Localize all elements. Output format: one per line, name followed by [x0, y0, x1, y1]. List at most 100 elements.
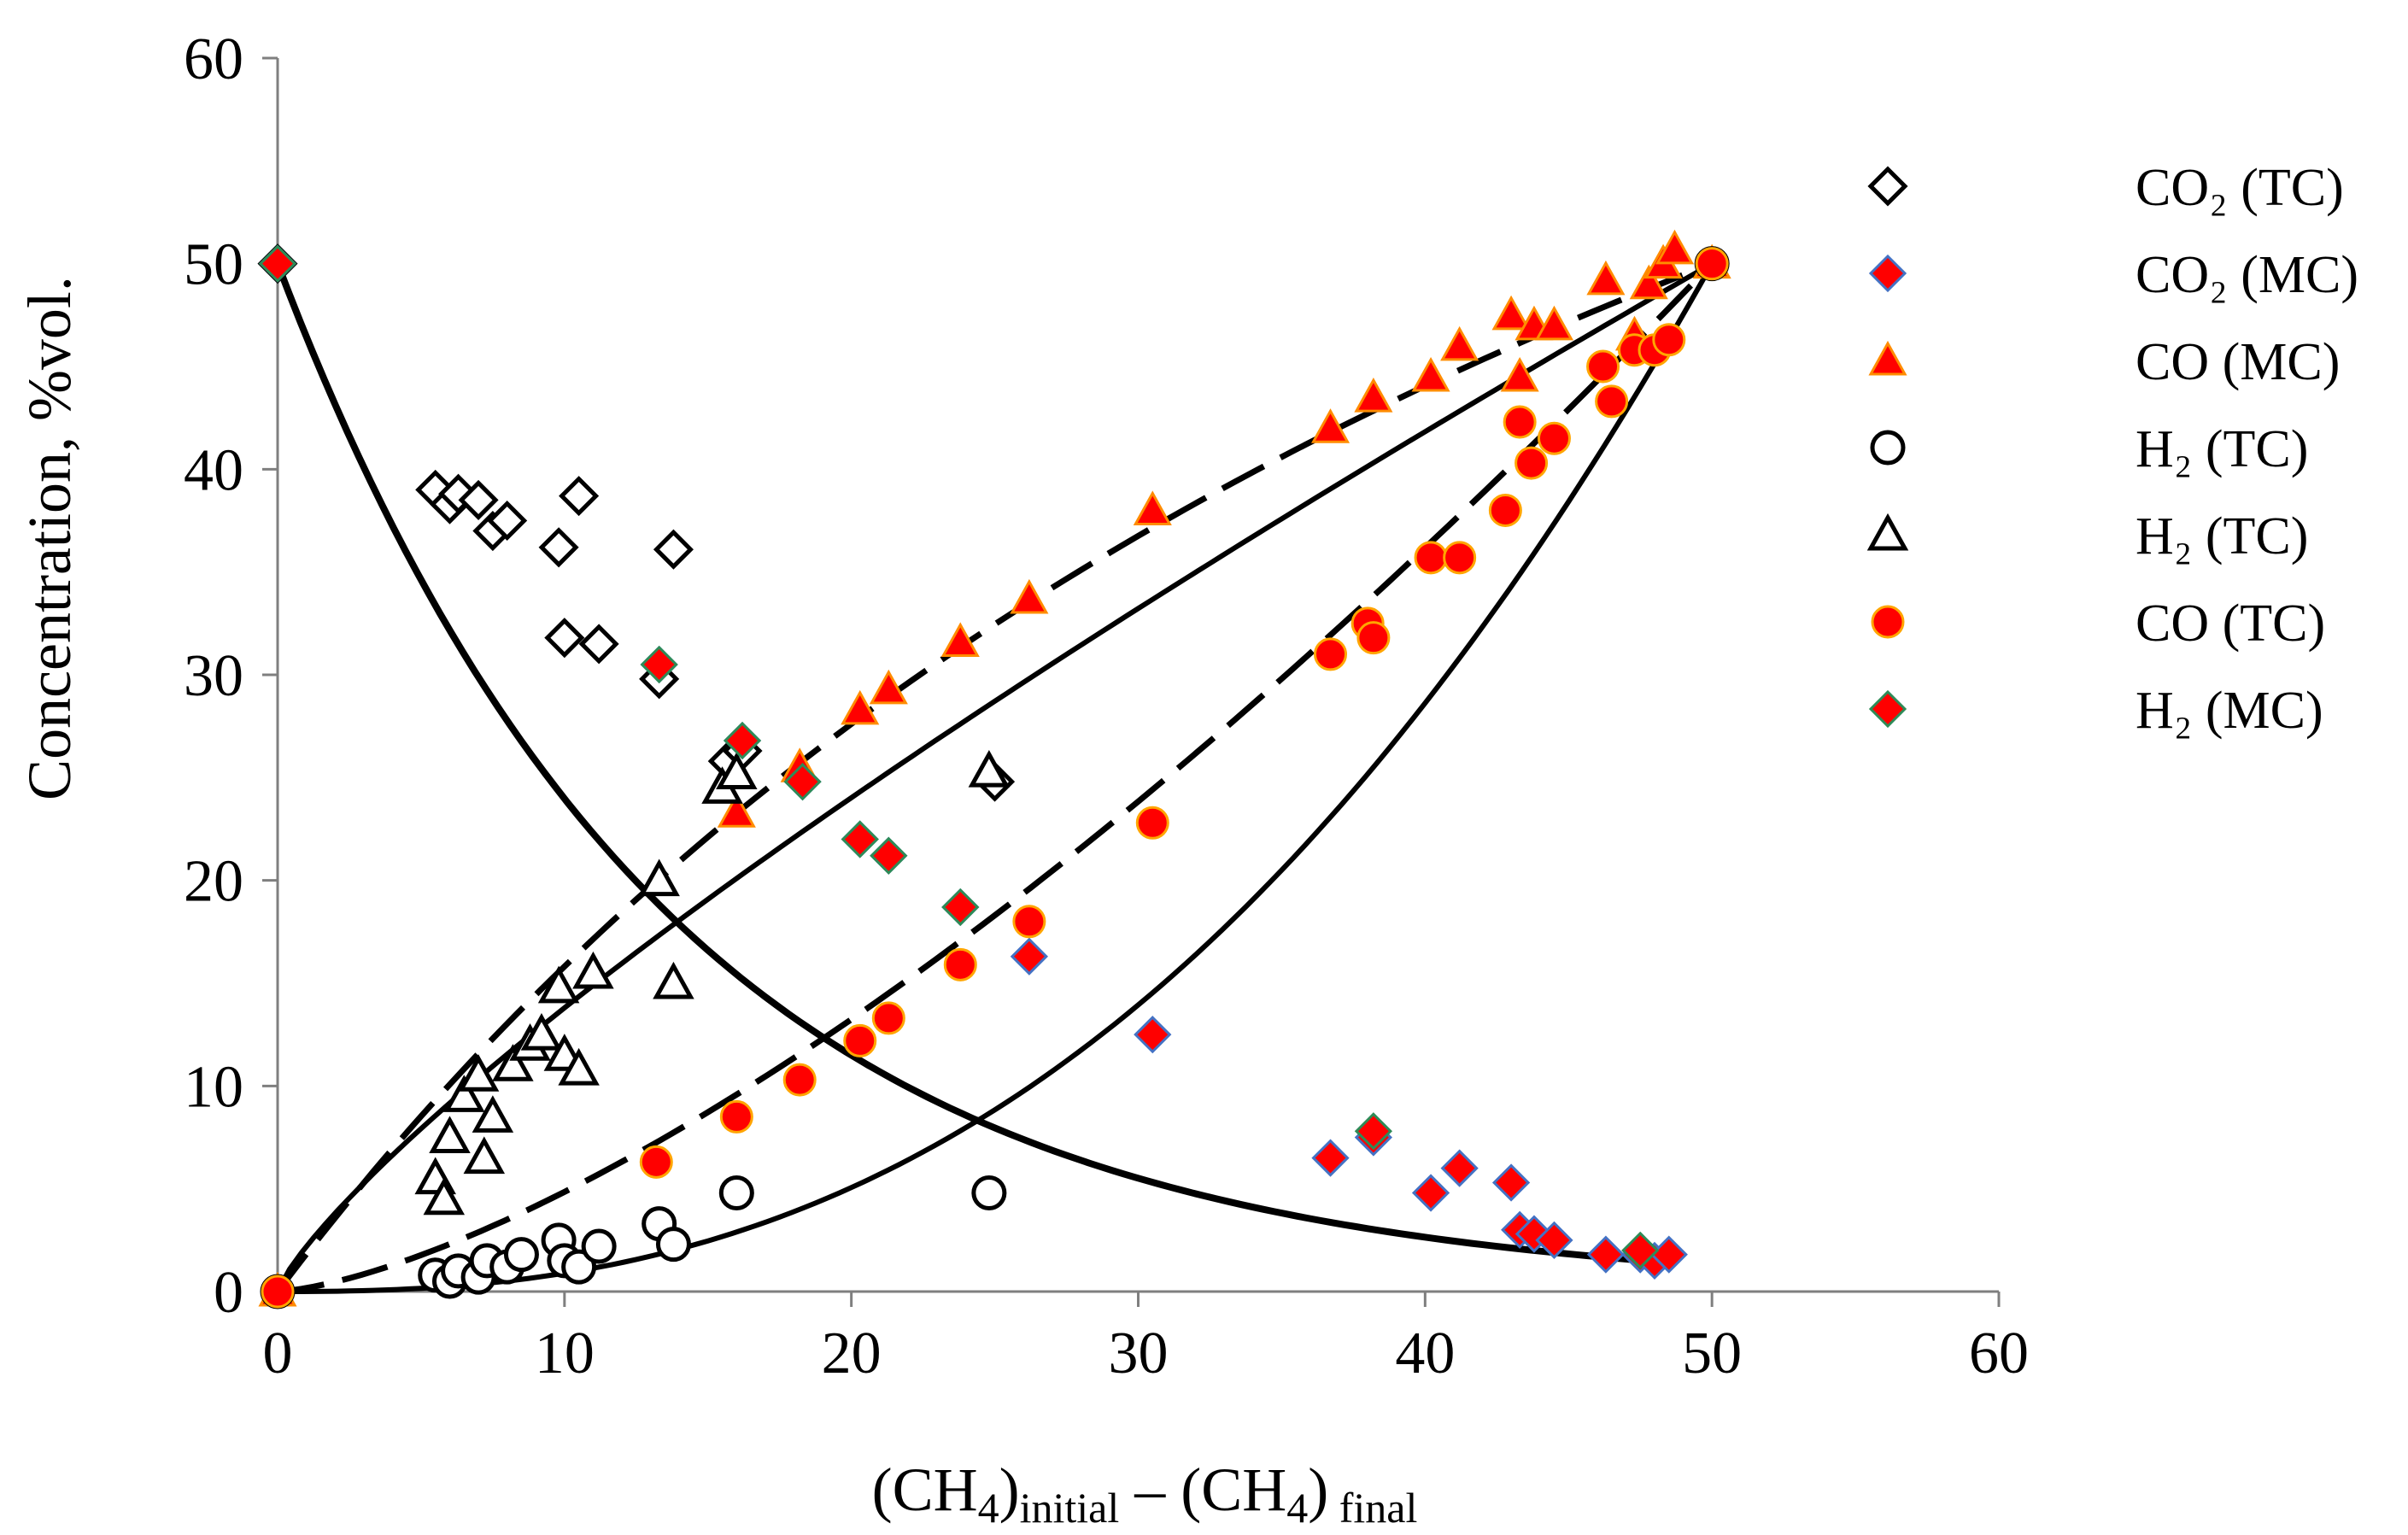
data-point-series-2	[841, 689, 880, 725]
data-point-series-4	[537, 965, 580, 1004]
data-point-series-4	[472, 1095, 514, 1133]
x-axis-title-part: )	[999, 1456, 1020, 1524]
x-axis-title-part: 4	[1286, 1484, 1308, 1532]
data-point-series-5	[1503, 405, 1537, 439]
curve-upper-solid	[275, 261, 1714, 1293]
data-point-series-1	[1411, 1174, 1450, 1212]
data-point-series-5	[1488, 493, 1522, 527]
data-point-series-1	[1010, 937, 1049, 975]
data-point-series-0	[487, 500, 528, 542]
tick-labels: 0 10 20 30 40 50 60 0 10 20 30 40 50 60	[184, 26, 2029, 1386]
data-point-series-5	[639, 1145, 673, 1179]
data-point-series-1	[1134, 1016, 1172, 1054]
x-axis-title-part: )	[1308, 1456, 1328, 1524]
data-points	[257, 229, 1731, 1309]
data-point-series-2	[1354, 378, 1393, 413]
data-point-series-3	[971, 1175, 1007, 1210]
data-point-series-5	[943, 947, 977, 981]
data-point-series-3	[503, 1237, 539, 1273]
data-point-series-2	[1411, 356, 1450, 392]
data-point-series-2	[1491, 295, 1531, 331]
data-point-series-3	[655, 1227, 691, 1263]
data-point-series-4	[457, 1054, 500, 1092]
data-point-series-2	[1500, 356, 1539, 392]
data-point-series-4	[443, 1075, 485, 1112]
x-axis-title-part: (CH	[872, 1456, 978, 1524]
data-point-series-4	[463, 1136, 506, 1175]
data-point-series-4	[423, 1177, 466, 1216]
y-tick-label: 30	[184, 643, 243, 709]
data-point-series-5	[1135, 806, 1169, 840]
x-axis-title-part: – (CH	[1119, 1456, 1286, 1524]
legend-marker	[1866, 513, 1909, 551]
data-point-series-2	[869, 669, 908, 705]
y-axis-title: Concentration, %vol.	[15, 276, 84, 800]
x-axis-title-part: 4	[978, 1484, 999, 1532]
data-point-series-6	[841, 820, 879, 858]
x-tick-label: 30	[1109, 1321, 1169, 1386]
legend-label: CO (MC)	[2136, 333, 2340, 391]
data-point-series-2	[1586, 260, 1626, 296]
y-tick-label: 0	[214, 1260, 243, 1326]
y-tick-label: 10	[184, 1054, 243, 1120]
y-tick-label: 60	[184, 26, 243, 92]
data-point-series-0	[538, 527, 579, 568]
data-point-series-0	[559, 476, 600, 517]
data-point-series-4	[492, 1044, 534, 1081]
data-point-series-4	[558, 1047, 600, 1086]
data-point-series-2	[940, 622, 980, 657]
data-point-series-6	[723, 721, 762, 760]
data-point-series-5	[1443, 541, 1477, 575]
data-point-series-3	[718, 1175, 754, 1210]
data-point-series-5	[1537, 421, 1571, 455]
data-point-series-5	[1414, 541, 1448, 575]
y-tick-label: 40	[184, 437, 243, 503]
data-point-series-2	[717, 793, 756, 828]
data-point-series-6	[640, 645, 678, 684]
data-point-series-6	[1621, 1231, 1660, 1269]
data-point-series-5	[782, 1063, 817, 1097]
data-point-series-4	[429, 1116, 471, 1153]
legend-marker	[1868, 340, 1907, 376]
data-point-series-6	[941, 888, 980, 927]
data-point-series-1	[1311, 1139, 1350, 1177]
data-point-series-1	[1440, 1149, 1479, 1187]
y-tick-label: 50	[184, 232, 243, 298]
data-point-series-2	[1440, 325, 1479, 361]
data-point-series-6	[783, 763, 822, 801]
legend: CO₂ (TC) CO₂ (MC) CO (MC) H₂ (TC) H₂ (TC) CO …	[1866, 159, 2358, 740]
legend-marker	[1871, 605, 1905, 639]
data-point-series-5	[843, 1023, 877, 1058]
data-point-series-4	[638, 858, 680, 897]
data-point-series-5	[1356, 621, 1391, 655]
data-point-series-5	[1695, 247, 1729, 281]
data-point-series-2	[1310, 408, 1350, 443]
curve-co-tc-fit	[277, 261, 1714, 1295]
x-tick-label: 50	[1682, 1321, 1742, 1386]
x-axis-title: (CH4)initial – (CH4) final	[872, 1456, 1418, 1532]
data-point-series-2	[1629, 264, 1668, 300]
x-tick-label: 40	[1395, 1321, 1455, 1386]
data-point-series-6	[1354, 1112, 1393, 1151]
data-point-series-4	[653, 961, 694, 999]
data-point-series-2	[1655, 229, 1695, 265]
legend-marker	[1867, 166, 1908, 207]
data-point-series-6	[258, 244, 297, 283]
data-point-series-6	[870, 836, 908, 875]
data-point-series-0	[544, 618, 585, 659]
x-tick-label: 0	[263, 1321, 293, 1386]
data-point-series-5	[261, 1274, 295, 1309]
data-point-series-5	[719, 1099, 753, 1134]
legend-label: H₂ (MC)	[2136, 682, 2323, 740]
x-axis-title-part: initial	[1020, 1484, 1120, 1532]
data-point-series-2	[1534, 305, 1574, 341]
data-point-series-4	[572, 951, 614, 989]
data-point-series-1	[1535, 1221, 1573, 1259]
data-point-series-1	[1491, 1163, 1531, 1202]
legend-marker	[1868, 689, 1907, 729]
data-point-series-2	[1133, 490, 1172, 525]
x-tick-label: 60	[1969, 1321, 2029, 1386]
data-point-series-4	[716, 752, 758, 790]
x-axis-title-part: final	[1328, 1484, 1417, 1532]
